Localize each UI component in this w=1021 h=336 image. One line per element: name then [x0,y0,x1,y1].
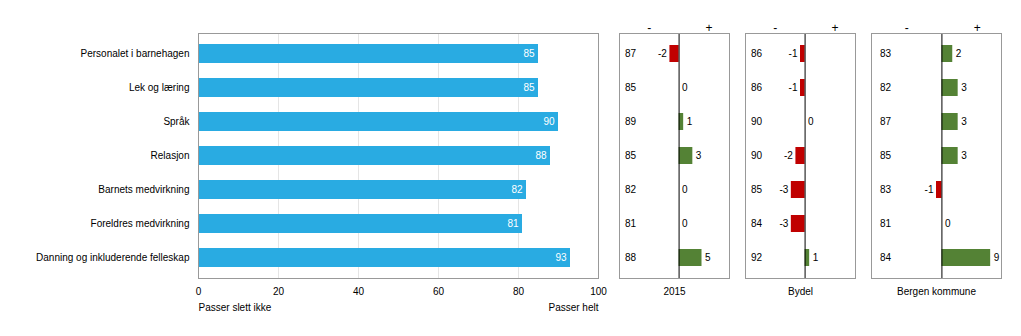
svg-text:-: - [773,21,777,35]
svg-text:-1: -1 [789,48,798,59]
svg-text:3: 3 [961,82,967,93]
svg-text:82: 82 [625,184,637,195]
svg-text:40: 40 [353,286,365,297]
svg-text:-1: -1 [925,184,934,195]
svg-text:0: 0 [808,116,814,127]
svg-text:88: 88 [625,252,637,263]
svg-text:83: 83 [880,48,892,59]
svg-text:84: 84 [880,252,892,263]
svg-text:Foreldres medvirkning: Foreldres medvirkning [91,218,190,229]
svg-text:85: 85 [523,48,535,59]
svg-text:87: 87 [625,48,637,59]
svg-text:Passer slett ikke: Passer slett ikke [199,302,272,313]
svg-text:0: 0 [682,184,688,195]
svg-text:9: 9 [994,252,1000,263]
svg-text:89: 89 [625,116,637,127]
svg-text:-1: -1 [789,82,798,93]
svg-text:Danning og inkluderende felles: Danning og inkluderende felleskap [36,252,190,263]
svg-text:2: 2 [956,48,962,59]
svg-text:-3: -3 [779,184,788,195]
svg-text:85: 85 [523,82,535,93]
svg-text:-3: -3 [779,218,788,229]
svg-text:-2: -2 [784,150,793,161]
svg-text:3: 3 [961,150,967,161]
svg-text:3: 3 [696,150,702,161]
svg-text:+: + [974,21,981,35]
svg-text:84: 84 [751,218,763,229]
svg-text:5: 5 [705,252,711,263]
svg-text:1: 1 [813,252,819,263]
svg-text:80: 80 [513,286,525,297]
svg-text:87: 87 [880,116,892,127]
svg-text:85: 85 [625,150,637,161]
svg-text:Lek og læring: Lek og læring [129,82,190,93]
svg-text:90: 90 [543,116,555,127]
svg-text:60: 60 [433,286,445,297]
svg-text:82: 82 [880,82,892,93]
svg-text:Passer helt: Passer helt [548,302,598,313]
svg-text:0: 0 [682,218,688,229]
svg-text:100: 100 [590,286,607,297]
svg-text:2015: 2015 [663,286,686,297]
svg-text:0: 0 [682,82,688,93]
svg-text:Bydel: Bydel [788,286,813,297]
svg-text:Språk: Språk [163,116,190,127]
svg-text:+: + [831,21,838,35]
svg-text:Relasjon: Relasjon [151,150,190,161]
svg-text:90: 90 [751,116,763,127]
svg-text:-2: -2 [658,48,667,59]
svg-text:-: - [647,21,651,35]
svg-text:0: 0 [196,286,202,297]
svg-text:90: 90 [751,150,763,161]
svg-text:81: 81 [880,218,892,229]
svg-text:81: 81 [507,218,519,229]
svg-text:88: 88 [535,150,547,161]
svg-text:Barnets medvirkning: Barnets medvirkning [98,184,189,195]
svg-text:3: 3 [961,116,967,127]
svg-text:1: 1 [687,116,693,127]
svg-text:Personalet i barnehagen: Personalet i barnehagen [81,48,190,59]
svg-text:82: 82 [511,184,523,195]
svg-text:83: 83 [880,184,892,195]
svg-text:-: - [905,21,909,35]
svg-text:85: 85 [625,82,637,93]
svg-text:0: 0 [945,218,951,229]
svg-text:85: 85 [880,150,892,161]
svg-text:81: 81 [625,218,637,229]
svg-text:+: + [705,21,712,35]
svg-text:92: 92 [751,252,763,263]
svg-text:85: 85 [751,184,763,195]
svg-text:93: 93 [555,252,567,263]
svg-text:20: 20 [273,286,285,297]
svg-text:86: 86 [751,48,763,59]
svg-text:Bergen kommune: Bergen kommune [897,286,976,297]
svg-text:86: 86 [751,82,763,93]
